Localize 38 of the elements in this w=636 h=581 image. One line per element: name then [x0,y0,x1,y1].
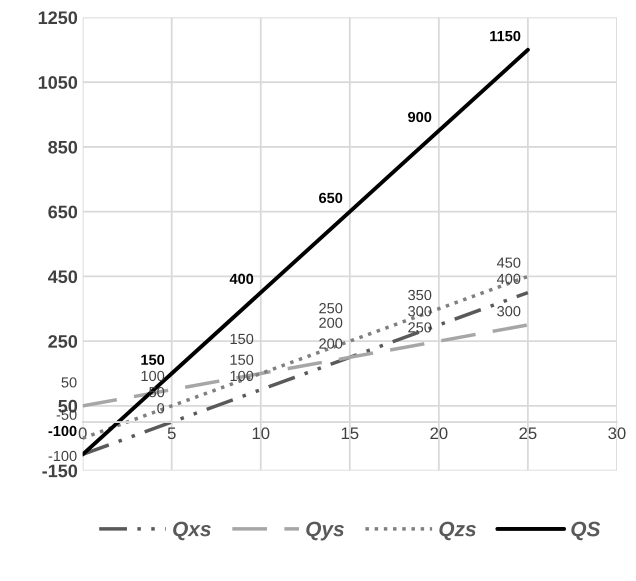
legend-label: Qzs [439,522,476,540]
data-label: 150 [141,354,164,365]
legend-label: QS [571,522,600,540]
x-tick-label: 20 [430,427,448,440]
y-tick-label: 1050 [38,76,78,89]
data-label: 400 [496,274,520,284]
data-label: -100 [48,426,77,436]
y-tick-label: 1250 [38,11,78,24]
data-label: 650 [319,192,342,204]
data-label: 150 [230,354,254,365]
y-tick-label: 850 [48,140,78,154]
data-label: 250 [408,322,432,333]
x-tick-label: 10 [252,427,270,440]
legend-label: Qys [306,522,344,541]
data-label: 300 [408,306,432,316]
data-label: 200 [319,318,342,328]
data-label: 100 [230,370,254,382]
data-label: 400 [230,274,254,284]
data-label: 300 [497,306,520,316]
data-label: 0 [157,403,164,414]
data-label: 100 [142,370,164,382]
data-label: 350 [408,290,432,300]
data-label: 450 [496,257,520,268]
y-tick-label: 250 [48,335,78,348]
x-tick-label: 25 [519,427,536,440]
data-label: 200 [319,338,342,349]
data-label: -100 [48,450,77,462]
x-tick-label: 5 [168,428,176,440]
y-tick-label: -150 [42,464,78,478]
y-tick-label: 650 [48,206,78,218]
data-label: 1150 [490,30,520,42]
x-tick-label: 30 [608,427,626,440]
data-label: 150 [230,334,254,344]
data-label: 250 [319,303,342,314]
data-label: 900 [408,112,432,122]
x-tick-label: 15 [342,428,358,440]
y-tick-label: 450 [48,270,78,284]
legend-label: Qxs [173,522,211,540]
